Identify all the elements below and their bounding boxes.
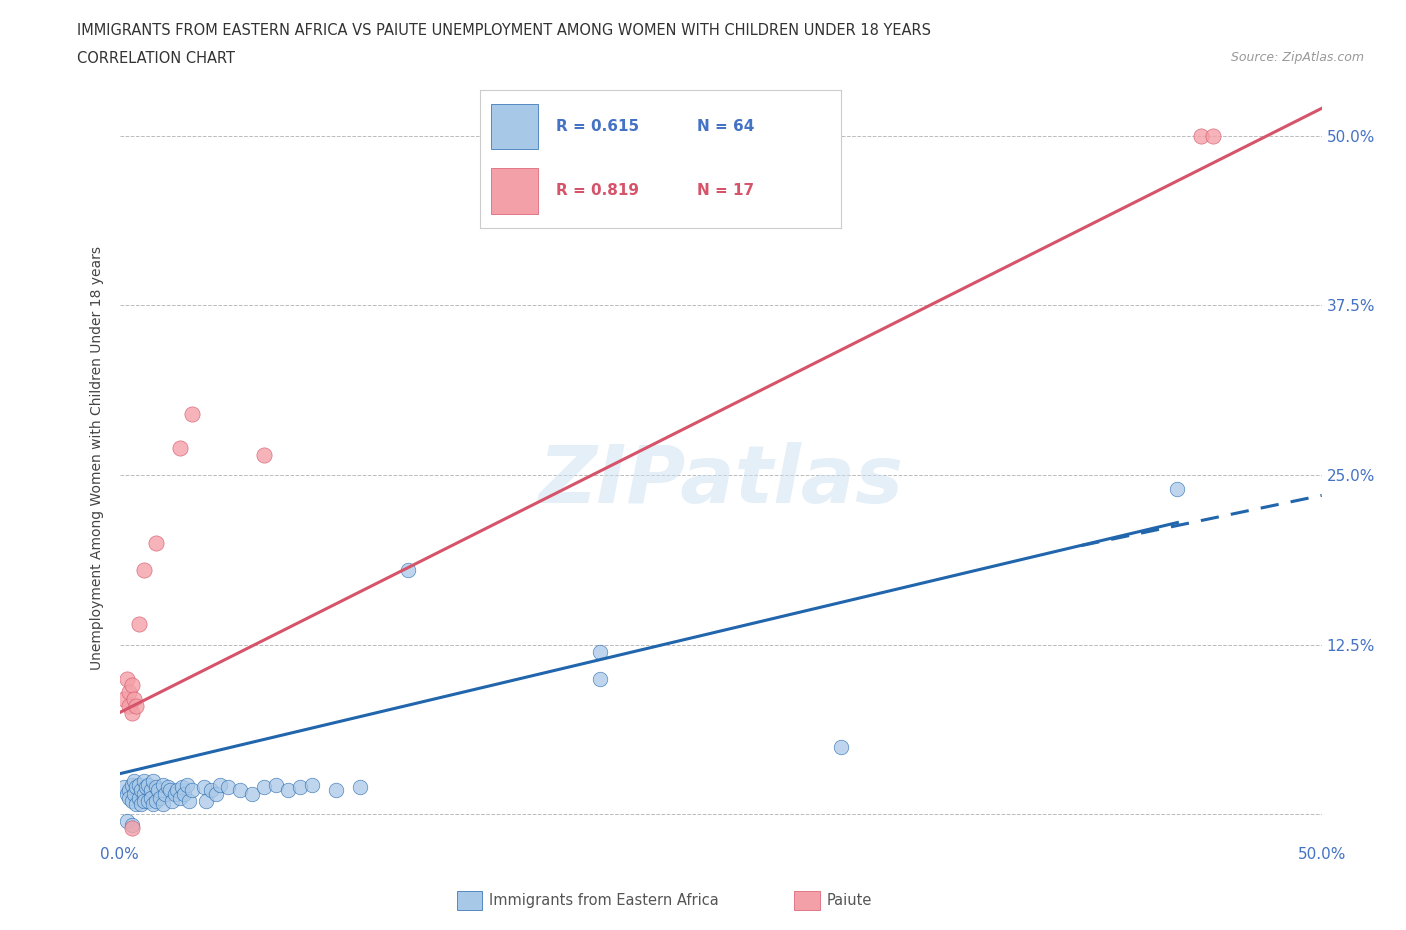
Point	[135, 780, 157, 795]
Point	[264, 777, 287, 792]
Point	[589, 671, 612, 686]
Point	[121, 678, 143, 693]
Point	[204, 787, 226, 802]
Point	[142, 773, 165, 788]
Point	[253, 447, 276, 462]
Point	[132, 773, 155, 788]
Point	[128, 777, 150, 792]
Point	[125, 780, 148, 795]
Point	[121, 820, 143, 835]
Point	[112, 780, 135, 795]
Point	[118, 790, 141, 805]
Point	[166, 783, 188, 798]
Point	[132, 563, 155, 578]
Text: Source: ZipAtlas.com: Source: ZipAtlas.com	[1230, 51, 1364, 64]
Point	[146, 783, 169, 798]
Point	[139, 790, 162, 805]
Point	[139, 783, 162, 798]
Point	[132, 787, 155, 802]
Point	[209, 777, 232, 792]
Point	[169, 441, 191, 456]
Point	[129, 783, 152, 798]
Text: CORRELATION CHART: CORRELATION CHART	[77, 51, 235, 66]
Point	[396, 563, 419, 578]
Point	[115, 671, 138, 686]
Point	[1166, 481, 1188, 496]
Point	[1202, 128, 1225, 143]
Point	[180, 783, 202, 798]
Point	[288, 780, 311, 795]
Point	[163, 787, 186, 802]
Point	[173, 787, 195, 802]
Point	[170, 780, 193, 795]
Point	[253, 780, 276, 795]
Point	[156, 780, 179, 795]
Point	[240, 787, 263, 802]
Point	[132, 793, 155, 808]
Y-axis label: Unemployment Among Women with Children Under 18 years: Unemployment Among Women with Children U…	[90, 246, 104, 670]
Point	[128, 790, 150, 805]
Point	[118, 698, 141, 713]
Point	[149, 790, 172, 805]
Point	[152, 777, 174, 792]
Point	[169, 790, 191, 805]
Point	[589, 644, 612, 659]
Point	[228, 783, 252, 798]
Point	[129, 796, 152, 811]
Point	[145, 536, 167, 551]
Point	[193, 780, 215, 795]
Point	[180, 406, 202, 421]
Point	[217, 780, 239, 795]
Point	[349, 780, 371, 795]
Point	[200, 783, 222, 798]
Point	[121, 817, 143, 832]
Point	[125, 796, 148, 811]
Point	[121, 705, 143, 720]
Text: IMMIGRANTS FROM EASTERN AFRICA VS PAIUTE UNEMPLOYMENT AMONG WOMEN WITH CHILDREN : IMMIGRANTS FROM EASTERN AFRICA VS PAIUTE…	[77, 23, 931, 38]
Point	[176, 777, 198, 792]
Point	[153, 787, 176, 802]
Point	[128, 617, 150, 631]
Point	[138, 793, 160, 808]
Text: ZIPatlas: ZIPatlas	[538, 442, 903, 520]
Point	[145, 780, 167, 795]
Point	[122, 787, 145, 802]
Point	[1189, 128, 1212, 143]
Point	[125, 698, 148, 713]
Point	[277, 783, 299, 798]
Point	[118, 684, 141, 699]
Point	[142, 796, 165, 811]
Point	[122, 692, 145, 707]
Point	[121, 793, 143, 808]
Point	[179, 793, 201, 808]
Point	[121, 777, 143, 792]
Point	[325, 783, 347, 798]
Point	[118, 783, 141, 798]
Point	[159, 783, 181, 798]
Text: Paiute: Paiute	[827, 893, 872, 908]
Point	[122, 773, 145, 788]
Point	[162, 793, 184, 808]
Point	[115, 814, 138, 829]
Point	[112, 692, 135, 707]
Point	[115, 787, 138, 802]
Point	[138, 777, 160, 792]
Text: Immigrants from Eastern Africa: Immigrants from Eastern Africa	[489, 893, 718, 908]
Point	[152, 796, 174, 811]
Point	[195, 793, 218, 808]
Point	[830, 739, 852, 754]
Point	[301, 777, 323, 792]
Point	[145, 793, 167, 808]
